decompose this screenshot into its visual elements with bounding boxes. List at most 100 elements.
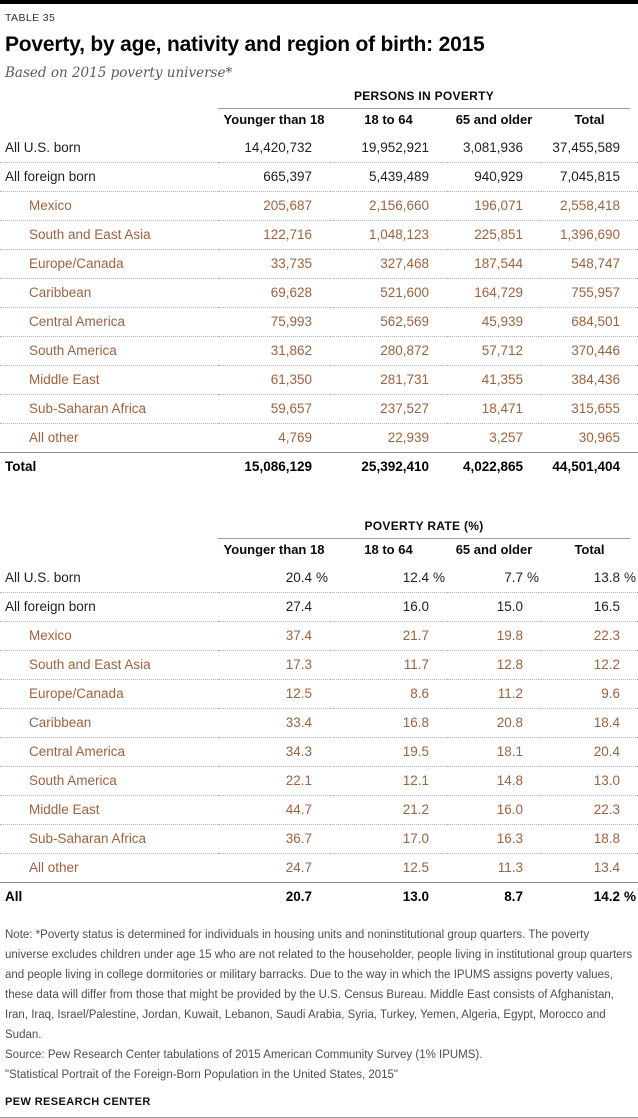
page-subtitle: Based on 2015 poverty universe*	[5, 65, 233, 81]
cell-value: 69,628	[218, 278, 330, 307]
cell-value: 20.7	[218, 882, 330, 911]
cell-value: 37.4	[218, 621, 330, 650]
value-text: 13.0	[593, 773, 620, 788]
row-label: Europe/Canada	[29, 686, 124, 701]
row-label: Mexico	[29, 198, 72, 213]
cell-value: 30,965	[541, 423, 638, 452]
row-label: Caribbean	[29, 285, 92, 300]
cell-value: 21.7	[330, 621, 447, 650]
value-text: 12.8	[496, 657, 523, 672]
value-text: 1,048,123	[368, 227, 429, 242]
cell-value: 19.8	[447, 621, 541, 650]
value-text: 548,747	[571, 256, 620, 271]
cell-value: 2,156,660	[330, 191, 447, 220]
cell-value: 15.0	[447, 592, 541, 621]
cell-value: 16.3	[447, 824, 541, 853]
value-text: 59,657	[270, 401, 312, 416]
value-text: 384,436	[571, 372, 620, 387]
column-header-row: Younger than 18 18 to 64 65 and older To…	[0, 109, 638, 133]
cell-value: 16.0	[447, 795, 541, 824]
row-label: All U.S. born	[5, 139, 81, 155]
value-text: 20.4	[593, 744, 620, 759]
column-header-total: Total	[574, 542, 605, 557]
cell-value: 44,501,404	[541, 452, 638, 481]
persons-in-poverty-section: PERSONS IN POVERTY Younger than 18 18 to…	[0, 89, 638, 481]
row-label: Middle East	[29, 802, 100, 817]
cell-value: 44.7	[218, 795, 330, 824]
cell-value: 15,086,129	[218, 452, 330, 481]
value-text: 18.1	[496, 744, 523, 759]
cell-value: 2,558,418	[541, 191, 638, 220]
section-title-persons: PERSONS IN POVERTY	[218, 89, 630, 109]
value-text: 57,712	[481, 343, 523, 358]
row-label: Sub-Saharan Africa	[29, 831, 147, 846]
cell-value: 7,045,815	[541, 162, 638, 191]
cell-value: 196,071	[447, 191, 541, 220]
table-row: South and East Asia 122,716 1,048,123 225,8…	[0, 220, 638, 249]
cell-value: 18.8	[541, 824, 638, 853]
value-text: 20.8	[496, 715, 523, 730]
column-header-65-older: 65 and older	[455, 542, 533, 557]
cell-value: 225,851	[447, 220, 541, 249]
cell-value: 16.5	[541, 592, 638, 621]
value-text: 11.2	[497, 686, 523, 701]
value-text: 17.0	[402, 831, 429, 846]
column-header-18-to-64: 18 to 64	[364, 542, 413, 557]
percent-sign: %	[624, 569, 637, 585]
value-text: 940,929	[474, 169, 523, 184]
value-text: 11.7	[403, 657, 429, 672]
value-text: 196,071	[474, 198, 523, 213]
cell-value: 27.4	[218, 592, 330, 621]
row-label: All	[5, 889, 23, 905]
value-text: 27.4	[285, 599, 312, 614]
value-text: 237,527	[380, 401, 429, 416]
table-row: All foreign born 665,397 5,439,489 940,929 7…	[0, 162, 638, 191]
percent-sign: %	[527, 569, 540, 585]
cell-value: 22.1	[218, 766, 330, 795]
column-header-younger-18: Younger than 18	[223, 542, 325, 557]
value-text: 18,471	[481, 401, 523, 416]
section-title-rate: POVERTY RATE (%)	[218, 519, 630, 539]
cell-value: 1,048,123	[330, 220, 447, 249]
cell-value: 122,716	[218, 220, 330, 249]
table-number-label: TABLE 35	[5, 12, 56, 24]
cell-value: 41,355	[447, 365, 541, 394]
cell-value: 521,600	[330, 278, 447, 307]
value-text: 5,439,489	[368, 169, 429, 184]
cell-value: 665,397	[218, 162, 330, 191]
value-text: 12.2	[593, 657, 620, 672]
cell-value: 18.4	[541, 708, 638, 737]
table-row: All foreign born 27.4 16.0 15.0 16.5	[0, 592, 638, 621]
cell-value: 13.8%	[541, 563, 638, 592]
cell-value: 237,527	[330, 394, 447, 423]
value-text: 315,655	[571, 401, 620, 416]
value-text: 7.7	[504, 569, 523, 585]
value-text: 21.7	[402, 628, 429, 643]
poverty-rate-section: POVERTY RATE (%) Younger than 18 18 to 6…	[0, 519, 638, 911]
cell-value: 16.8	[330, 708, 447, 737]
row-label: All foreign born	[5, 169, 96, 184]
cell-value: 12.2	[541, 650, 638, 679]
row-label: All foreign born	[5, 599, 96, 614]
value-text: 75,993	[270, 314, 312, 329]
value-text: 15.0	[496, 599, 523, 614]
page-title: Poverty, by age, nativity and region of …	[5, 33, 485, 56]
cell-value: 14.2%	[541, 882, 638, 911]
value-text: 8.7	[504, 889, 523, 905]
table-row: Caribbean 33.4 16.8 20.8 18.4	[0, 708, 638, 737]
value-text: 3,257	[489, 430, 523, 445]
value-text: 18.4	[593, 715, 620, 730]
table-row: Central America 34.3 19.5 18.1 20.4	[0, 737, 638, 766]
cell-value: 940,929	[447, 162, 541, 191]
poverty-rate-table: Younger than 18 18 to 64 65 and older To…	[0, 539, 638, 911]
column-header-65-older: 65 and older	[455, 112, 533, 127]
value-text: 44,501,404	[552, 459, 620, 475]
value-text: 2,558,418	[559, 198, 620, 213]
cell-value: 370,446	[541, 336, 638, 365]
cell-value: 562,569	[330, 307, 447, 336]
table-row: South and East Asia 17.3 11.7 12.8 12.2	[0, 650, 638, 679]
value-text: 755,957	[571, 285, 620, 300]
cell-value: 45,939	[447, 307, 541, 336]
value-text: 45,939	[481, 314, 523, 329]
row-label: Central America	[29, 744, 126, 759]
